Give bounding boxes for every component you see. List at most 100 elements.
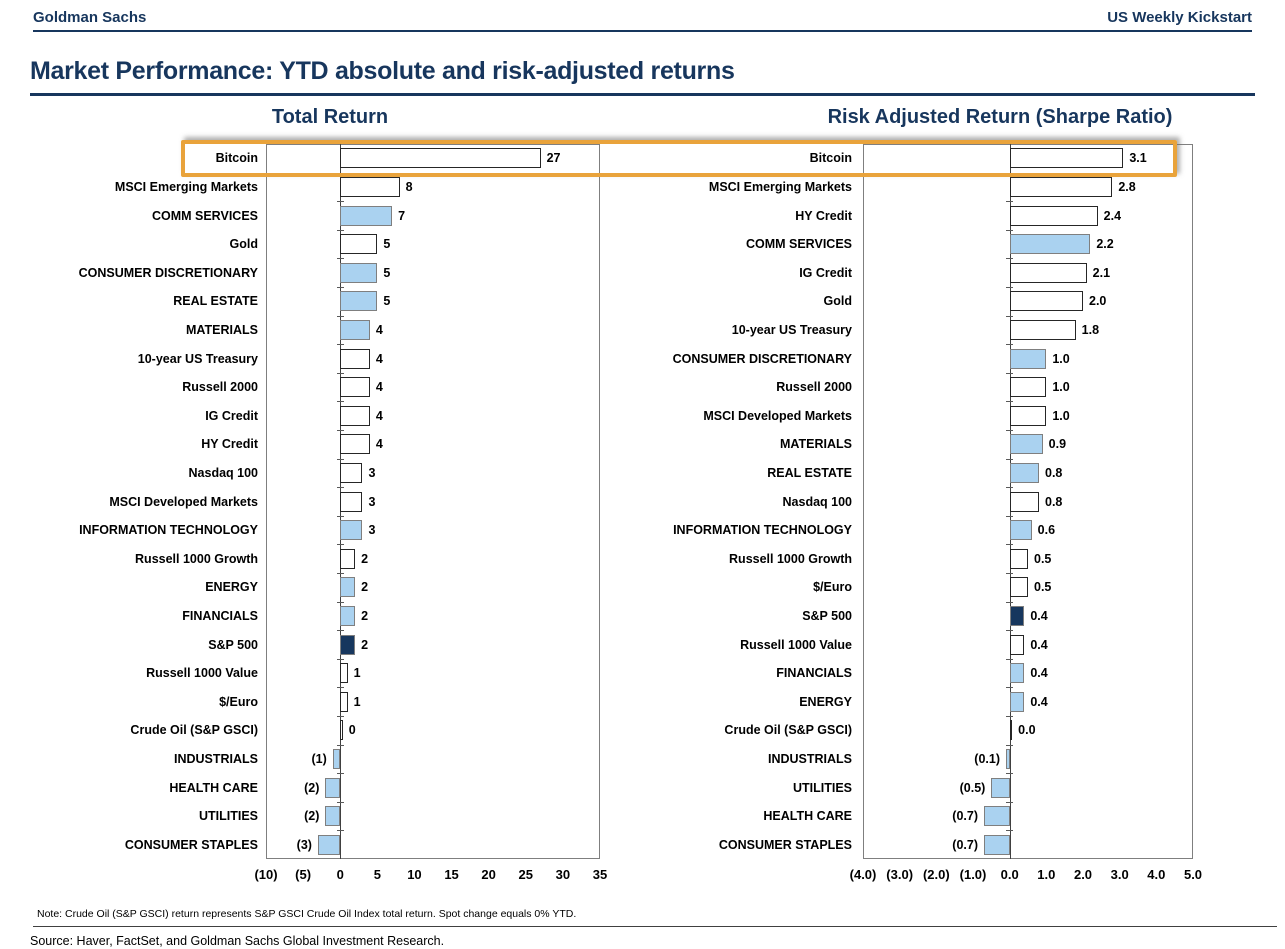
bar-value: (0.1) <box>974 751 1000 766</box>
bar-value: 0.6 <box>1037 523 1056 538</box>
category-tick <box>1006 544 1014 546</box>
row-label: Russell 1000 Growth <box>135 551 258 566</box>
bar <box>1009 434 1043 455</box>
category-tick <box>336 430 344 431</box>
bar-value: 2.1 <box>1092 265 1111 280</box>
category-tick <box>1006 773 1014 775</box>
bar-value: 2.8 <box>1118 179 1136 194</box>
bar <box>1009 405 1047 426</box>
category-tick <box>1006 687 1014 689</box>
category-tick <box>1006 229 1014 231</box>
category-tick <box>336 258 344 260</box>
bar <box>1009 262 1087 283</box>
header-publication: US Weekly Kickstart <box>1107 9 1252 26</box>
bar <box>1009 176 1113 197</box>
bar-value: 4 <box>375 351 383 366</box>
row-label: MSCI Emerging Markets <box>708 179 852 194</box>
axis-tick-label: 3.0 <box>1110 867 1129 882</box>
axis-tick-label: (10) <box>254 867 278 882</box>
axis-tick-label: (5) <box>295 867 312 882</box>
row-label: Gold <box>823 294 852 309</box>
bar-value: 0.5 <box>1034 551 1052 566</box>
category-tick <box>336 744 344 746</box>
bar-value: (0.5) <box>959 780 986 795</box>
axis-tick-label: 0 <box>336 867 344 882</box>
row-label: Russell 2000 <box>182 380 258 395</box>
row-label: Russell 1000 Growth <box>729 551 852 566</box>
bar-value: 4 <box>375 380 383 395</box>
bar <box>340 176 400 197</box>
bar-value: 3.1 <box>1129 151 1147 166</box>
bar-value: 1.0 <box>1052 380 1070 395</box>
bar <box>1009 148 1124 169</box>
bar-value: 5 <box>383 265 391 280</box>
row-label: IG Credit <box>205 408 258 423</box>
category-tick <box>1006 801 1014 803</box>
bar <box>984 806 1010 827</box>
row-label: 10-year US Treasury <box>731 322 852 337</box>
axis-tick-label: 5.0 <box>1183 867 1203 882</box>
bar-value: 2 <box>361 580 369 595</box>
bar <box>1009 491 1039 512</box>
bar-value: 0.4 <box>1030 666 1048 681</box>
bar <box>340 634 356 655</box>
row-label: FINANCIALS <box>182 608 258 623</box>
bar <box>340 434 370 455</box>
chart-title-total-return: Total Return <box>271 106 389 128</box>
total-return-chart: Bitcoin 27 MSCI Emerging Markets 8 COMM SERV… <box>30 144 607 899</box>
plot-box <box>863 144 1193 859</box>
category-tick <box>336 630 344 632</box>
bar <box>340 148 541 169</box>
bar-value: 3 <box>368 494 376 509</box>
bar-value: 4 <box>375 437 383 452</box>
bar <box>340 691 348 712</box>
bar-value: 4 <box>375 408 383 423</box>
category-tick <box>1006 201 1014 203</box>
sharpe-ratio-chart: Bitcoin 3.1 MSCI Emerging Markets 2.8 HY Cre… <box>640 144 1202 899</box>
category-tick <box>336 401 344 403</box>
category-tick <box>336 458 344 460</box>
bar-value: 0 <box>348 723 356 738</box>
row-label: Crude Oil (S&P GSCI) <box>130 723 258 738</box>
row-label: MSCI Developed Markets <box>109 494 258 509</box>
bar <box>340 548 356 569</box>
category-tick <box>336 687 344 689</box>
axis-tick-label: 4.0 <box>1147 867 1166 882</box>
category-tick <box>336 801 344 803</box>
row-label: Russell 2000 <box>776 380 852 395</box>
category-tick <box>1006 401 1014 403</box>
axis-tick-label: (1.0) <box>959 867 987 882</box>
row-label: UTILITIES <box>792 780 852 795</box>
bar-value: 1.0 <box>1052 408 1070 423</box>
row-label: REAL ESTATE <box>767 465 852 480</box>
axis-tick-label: 15 <box>444 867 459 882</box>
bar-value: 3 <box>368 523 376 538</box>
row-label: HY Credit <box>201 437 258 452</box>
bar <box>340 462 363 483</box>
category-tick <box>336 515 344 517</box>
bar <box>340 205 393 226</box>
bar <box>1006 748 1010 769</box>
row-label: MSCI Developed Markets <box>703 408 852 423</box>
bar <box>340 605 356 626</box>
category-tick <box>336 544 344 546</box>
row-label: Crude Oil (S&P GSCI) <box>724 723 852 738</box>
category-tick <box>1006 515 1014 517</box>
category-tick <box>1006 658 1014 660</box>
bar-value: 0.4 <box>1030 608 1048 623</box>
bar-value: 2 <box>361 551 369 566</box>
row-label: INFORMATION TECHNOLOGY <box>79 523 258 538</box>
category-tick <box>1006 744 1014 746</box>
bar-value: (1) <box>311 751 327 766</box>
bar <box>340 291 378 312</box>
category-tick <box>336 344 344 346</box>
footer-rule <box>33 926 1277 927</box>
category-tick <box>336 601 344 603</box>
row-label: CONSUMER DISCRETIONARY <box>78 265 258 280</box>
bar <box>1009 462 1039 483</box>
bar-value: 3 <box>368 465 376 480</box>
bar <box>340 577 356 598</box>
category-tick <box>336 229 344 231</box>
bar-value: 2 <box>361 608 369 623</box>
